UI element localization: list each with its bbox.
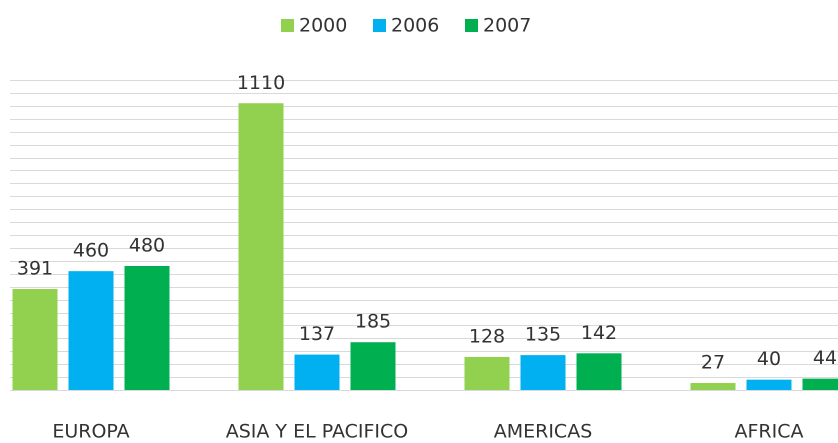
x-tick-label: EUROPA xyxy=(52,421,129,443)
legend-label: 2006 xyxy=(391,15,439,37)
bar xyxy=(350,342,396,390)
bar xyxy=(802,378,838,390)
value-label: 1110 xyxy=(237,72,285,94)
legend-label: 2000 xyxy=(299,15,347,37)
value-label: 27 xyxy=(701,352,725,374)
x-tick-label: AFRICA xyxy=(735,421,804,443)
value-label: 185 xyxy=(355,311,391,333)
bar xyxy=(294,354,340,390)
value-label: 44 xyxy=(813,347,837,369)
bar xyxy=(68,271,114,390)
value-label: 460 xyxy=(73,240,109,262)
value-label: 391 xyxy=(17,257,53,279)
value-label: 135 xyxy=(525,324,561,346)
bar xyxy=(12,288,58,390)
x-tick-label: AMERICAS xyxy=(494,421,593,443)
bar xyxy=(520,355,566,390)
legend-swatch xyxy=(465,19,478,32)
bar xyxy=(746,379,792,390)
bar xyxy=(690,383,736,390)
x-tick-label: ASIA Y EL PACIFICO xyxy=(226,421,409,443)
legend-swatch xyxy=(373,19,386,32)
bar xyxy=(576,353,622,390)
bar xyxy=(238,103,284,390)
value-label: 480 xyxy=(129,235,165,257)
legend-label: 2007 xyxy=(483,15,531,37)
value-label: 40 xyxy=(757,348,781,370)
bar xyxy=(464,356,510,390)
legend-swatch xyxy=(281,19,294,32)
value-label: 142 xyxy=(581,322,617,344)
value-label: 128 xyxy=(469,325,505,347)
value-label: 137 xyxy=(299,323,335,345)
bar xyxy=(124,266,170,390)
